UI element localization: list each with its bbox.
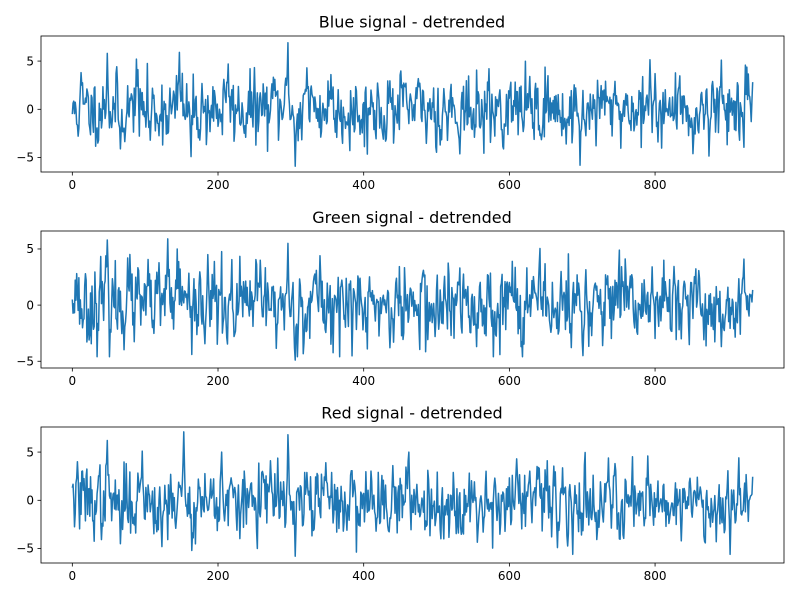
y-tick-label-green--5: −5 [16,354,34,368]
x-tick-label-red-600: 600 [498,569,521,583]
x-tick-label-blue-200: 200 [207,178,230,192]
y-tick-label-green-0: 0 [26,298,34,312]
ticks-blue: 0 200 400 600 800 −5 0 5 [16,54,666,192]
series-line-green [71,238,754,361]
x-tick-label-blue-400: 400 [352,178,375,192]
y-tick-label-red-5: 5 [26,445,34,459]
series-green [71,238,754,361]
y-tick-label-red--5: −5 [16,542,34,556]
series-line-blue [71,42,754,167]
y-tick-label-blue-5: 5 [26,54,34,68]
axes-frame-blue [40,35,785,173]
series-blue [71,42,754,167]
x-tick-label-green-0: 0 [69,374,77,388]
subplot-blue: Blue signal - detrended 0 200 400 600 800−50… [16,13,785,192]
x-tick-label-green-600: 600 [498,374,521,388]
x-tick-label-green-200: 200 [207,374,230,388]
y-tick-label-red-0: 0 [26,494,34,508]
y-tick-label-green-5: 5 [26,242,34,256]
x-tick-label-green-800: 800 [644,374,667,388]
x-tick-label-red-800: 800 [644,569,667,583]
x-tick-label-blue-0: 0 [69,178,77,192]
ticks-red: 0 200 400 600 800 −5 0 5 [16,445,666,583]
chart-title-green: Green signal - detrended [312,208,511,227]
ticks-green: 0 200 400 600 800 −5 0 5 [16,242,666,388]
y-tick-label-blue--5: −5 [16,151,34,165]
chart-title-red: Red signal - detrended [321,404,502,423]
axes-frame-green [40,230,785,369]
x-tick-label-green-400: 400 [352,374,375,388]
chart-title-blue: Blue signal - detrended [319,13,505,32]
subplot-green: Green signal - detrended 0 200 400 600 800 −5… [16,208,785,388]
series-line-red [71,431,754,557]
series-red [71,431,754,557]
y-tick-label-blue-0: 0 [26,103,34,117]
subplot-red: Red signal - detrended 0 200 400 600 800 −5 0 5 [16,404,785,583]
x-tick-label-blue-800: 800 [644,178,667,192]
x-tick-label-red-200: 200 [207,569,230,583]
axes-frame-red [40,426,785,564]
x-tick-label-red-400: 400 [352,569,375,583]
x-tick-label-blue-600: 600 [498,178,521,192]
x-tick-label-red-0: 0 [69,569,77,583]
